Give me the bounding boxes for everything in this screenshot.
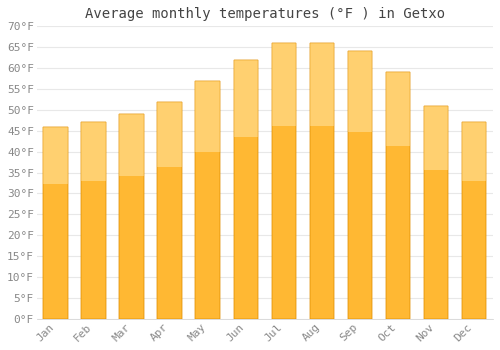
Bar <box>158 102 182 319</box>
Bar <box>234 60 258 319</box>
Bar <box>82 122 106 181</box>
Bar <box>386 72 410 319</box>
Bar <box>310 43 334 126</box>
Title: Average monthly temperatures (°F ) in Getxo: Average monthly temperatures (°F ) in Ge… <box>85 7 445 21</box>
Bar <box>462 122 486 319</box>
Bar <box>234 60 258 138</box>
Bar <box>348 51 372 319</box>
Bar <box>120 114 144 319</box>
Bar <box>196 80 220 152</box>
Bar <box>120 114 144 319</box>
Bar <box>272 43 296 319</box>
Bar <box>196 80 220 319</box>
Bar <box>44 127 68 184</box>
Bar <box>196 80 220 319</box>
Bar <box>424 106 448 319</box>
Bar <box>310 43 334 319</box>
Bar <box>348 51 372 132</box>
Bar <box>424 106 448 319</box>
Bar <box>386 72 410 319</box>
Bar <box>82 122 106 319</box>
Bar <box>120 114 144 175</box>
Bar <box>424 106 448 170</box>
Bar <box>44 127 68 319</box>
Bar <box>158 102 182 167</box>
Bar <box>272 43 296 319</box>
Bar <box>272 43 296 126</box>
Bar <box>234 60 258 319</box>
Bar <box>310 43 334 319</box>
Bar <box>348 51 372 319</box>
Bar <box>158 102 182 319</box>
Bar <box>44 127 68 319</box>
Bar <box>462 122 486 181</box>
Bar <box>82 122 106 319</box>
Bar <box>462 122 486 319</box>
Bar <box>386 72 410 146</box>
